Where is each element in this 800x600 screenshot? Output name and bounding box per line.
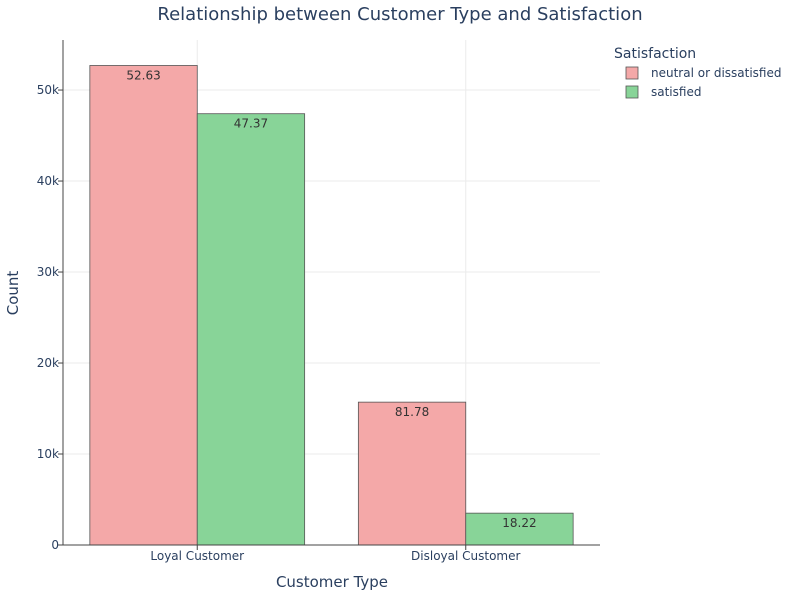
legend-title: Satisfaction bbox=[614, 46, 696, 62]
bar-label: 47.37 bbox=[234, 117, 268, 131]
bar-label: 18.22 bbox=[502, 516, 536, 530]
y-tick-label: 0 bbox=[51, 538, 59, 552]
legend-swatch[interactable] bbox=[625, 66, 639, 80]
y-tick-label: 30k bbox=[37, 265, 59, 279]
axes: 0 10k 20k 30k 40k 50k Loyal Customer Disloyal C… bbox=[37, 40, 600, 563]
bar[interactable] bbox=[196, 113, 306, 546]
legend-swatch[interactable] bbox=[625, 85, 639, 99]
legend-item-label[interactable]: neutral or dissatisfied bbox=[651, 66, 781, 80]
legend[interactable]: Satisfaction neutral or dissatisfied sati… bbox=[614, 46, 781, 99]
bar[interactable] bbox=[89, 65, 198, 546]
y-tick-label: 50k bbox=[37, 83, 59, 97]
x-axis-title: Customer Type bbox=[276, 573, 388, 591]
y-tick-label: 20k bbox=[37, 356, 59, 370]
y-axis-title: Count bbox=[4, 271, 22, 316]
bars: 52.63 47.37 81.78 18.22 bbox=[89, 65, 574, 546]
x-tick-label: Disloyal Customer bbox=[411, 549, 520, 563]
y-tick-label: 40k bbox=[37, 174, 59, 188]
legend-item-label[interactable]: satisfied bbox=[651, 85, 701, 99]
x-tick-label: Loyal Customer bbox=[150, 549, 244, 563]
chart-title: Relationship between Customer Type and S… bbox=[157, 4, 642, 25]
y-tick-label: 10k bbox=[37, 447, 59, 461]
bar[interactable] bbox=[357, 401, 467, 546]
bar-label: 81.78 bbox=[395, 405, 429, 419]
bar-label: 52.63 bbox=[126, 68, 160, 82]
